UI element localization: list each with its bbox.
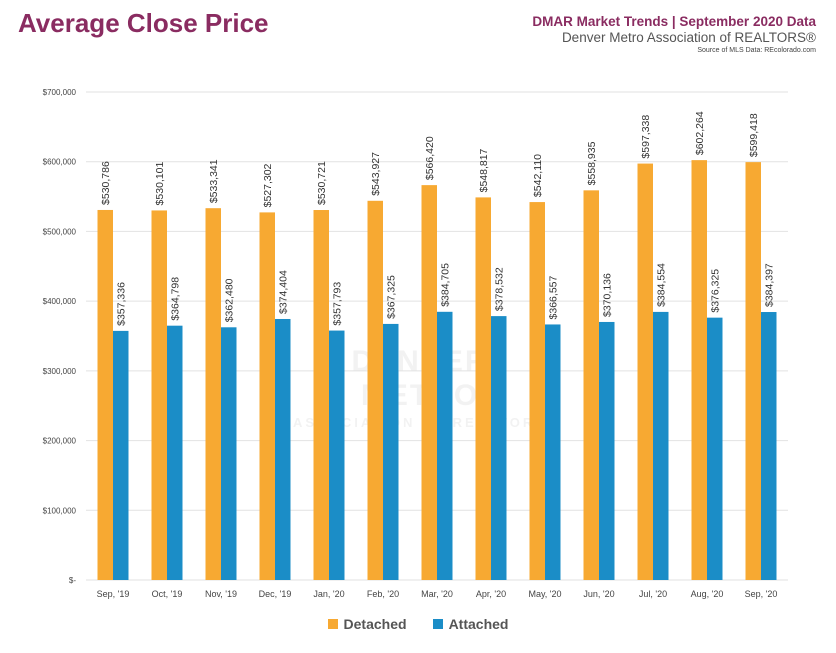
data-label-detached: $602,264 — [694, 111, 706, 155]
x-tick-label: Nov, '19 — [205, 589, 237, 599]
data-label-detached: $548,817 — [478, 148, 490, 192]
x-tick-label: Jun, '20 — [583, 589, 614, 599]
data-label-attached: $378,532 — [494, 267, 506, 311]
x-tick-label: Aug, '20 — [691, 589, 724, 599]
data-label-attached: $367,325 — [386, 275, 398, 319]
legend-swatch-detached — [327, 619, 338, 629]
bar-detached — [745, 162, 761, 580]
x-tick-label: Oct, '19 — [152, 589, 183, 599]
bar-attached — [599, 321, 615, 580]
data-label-detached: $533,341 — [208, 159, 220, 203]
y-tick-label: $300,000 — [43, 367, 77, 376]
bar-attached — [761, 312, 777, 580]
bar-detached — [97, 209, 113, 581]
legend-label-detached: Detached — [343, 616, 407, 632]
data-label-detached: $530,101 — [154, 161, 166, 205]
data-label-detached: $530,786 — [100, 161, 112, 205]
bar-attached — [167, 325, 183, 580]
bar-attached — [437, 311, 453, 580]
chart-title: Average Close Price — [18, 8, 269, 38]
bar-detached — [205, 208, 221, 581]
y-tick-label: $700,000 — [43, 88, 77, 97]
data-label-attached: $362,480 — [224, 278, 236, 322]
organization-name: Denver Metro Association of REALTORS® — [561, 30, 816, 45]
data-label-attached: $384,705 — [440, 263, 452, 307]
bar-attached — [653, 311, 669, 580]
y-tick-label: $400,000 — [43, 297, 77, 306]
bar-detached — [583, 190, 599, 580]
bar-attached — [707, 317, 723, 580]
y-tick-label: $500,000 — [43, 227, 77, 236]
chart-legend: Detached Attached — [0, 616, 836, 632]
data-label-attached: $374,404 — [278, 270, 290, 314]
data-label-detached: $599,418 — [748, 113, 760, 157]
x-tick-label: Feb, '20 — [367, 589, 399, 599]
bar-detached — [151, 210, 167, 580]
data-label-detached: $542,110 — [532, 154, 544, 197]
data-label-detached: $566,420 — [424, 136, 436, 180]
bar-attached — [383, 323, 399, 580]
data-label-attached: $357,793 — [332, 282, 344, 326]
data-label-attached: $366,557 — [548, 276, 560, 320]
bar-attached — [221, 327, 237, 580]
legend-swatch-attached — [432, 619, 443, 629]
x-tick-label: Mar, '20 — [421, 589, 453, 599]
bar-detached — [421, 185, 437, 581]
data-label-attached: $364,798 — [170, 277, 182, 321]
x-tick-label: Apr, '20 — [476, 589, 506, 599]
y-tick-label: $- — [69, 576, 76, 585]
bar-attached — [545, 324, 561, 580]
data-label-attached: $370,136 — [602, 273, 614, 317]
data-label-attached: $384,554 — [656, 263, 668, 307]
data-label-detached: $558,935 — [586, 141, 598, 185]
report-name: DMAR Market Trends | September 2020 Data — [532, 14, 816, 29]
bar-chart: $- $100,000 $200,000 $300,000 $400,000 $500,0… — [43, 88, 788, 599]
legend-item-attached[interactable]: Attached — [432, 616, 509, 632]
x-tick-label: Jan, '20 — [313, 589, 344, 599]
x-tick-label: Dec, '19 — [259, 589, 292, 599]
data-label-attached: $376,325 — [710, 269, 722, 313]
legend-item-detached[interactable]: Detached — [327, 616, 407, 632]
y-tick-label: $600,000 — [43, 158, 77, 167]
data-label-attached: $384,397 — [764, 263, 776, 307]
bar-detached — [313, 210, 329, 580]
data-source: Source of MLS Data: REcolorado.com — [697, 47, 816, 54]
x-tick-label: Sep, '19 — [97, 589, 130, 599]
data-label-detached: $527,302 — [262, 163, 274, 207]
y-tick-label: $200,000 — [43, 437, 77, 446]
bar-detached — [691, 160, 707, 580]
x-tick-label: May, '20 — [528, 589, 561, 599]
bar-attached — [329, 330, 345, 580]
x-tick-label: Jul, '20 — [639, 589, 667, 599]
bar-attached — [113, 330, 129, 580]
bar-detached — [259, 212, 275, 580]
data-label-attached: $357,336 — [116, 282, 128, 326]
bar-detached — [637, 163, 653, 581]
legend-label-attached: Attached — [448, 616, 509, 632]
bar-detached — [367, 200, 383, 580]
x-tick-label: Sep, '20 — [745, 589, 778, 599]
bar-detached — [529, 202, 545, 580]
y-tick-label: $100,000 — [43, 506, 77, 515]
data-label-detached: $597,338 — [640, 115, 652, 159]
report-header: DMAR Market Trends | September 2020 Data… — [532, 14, 816, 54]
data-label-detached: $530,721 — [316, 161, 328, 205]
bar-attached — [491, 316, 507, 580]
bar-detached — [475, 197, 491, 580]
data-label-detached: $543,927 — [370, 152, 382, 196]
bar-attached — [275, 318, 291, 580]
